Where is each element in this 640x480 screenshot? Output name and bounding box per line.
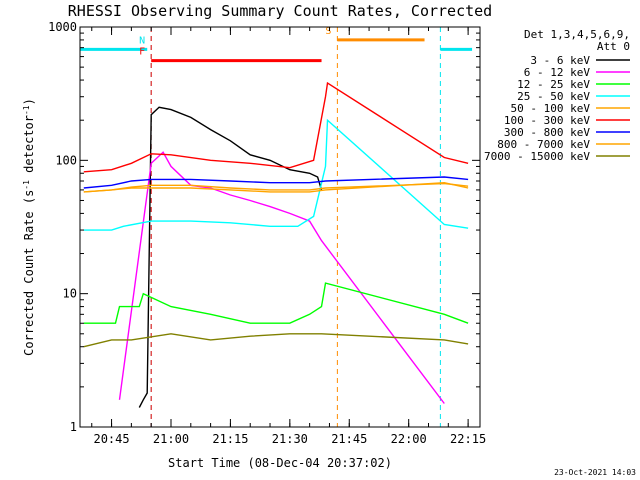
- legend-label-8: 7000 - 15000 keV: [484, 150, 590, 163]
- x-axis-label: Start Time (08-Dec-04 20:37:02): [168, 456, 392, 470]
- x-tick-label-0: 20:45: [93, 432, 129, 446]
- x-tick-label-2: 21:15: [212, 432, 248, 446]
- y-axis-label: Corrected Count Rate (s-1 detector-1): [22, 98, 37, 356]
- series-line-2: [83, 282, 469, 324]
- series-line-8: [83, 333, 469, 348]
- series-line-6: [83, 176, 469, 189]
- legend-label-0: 3 - 6 keV: [530, 54, 590, 67]
- series-line-1: [118, 151, 445, 404]
- generation-timestamp: 23-Oct-2021 14:03: [554, 468, 636, 477]
- legend-label-7: 800 - 7000 keV: [497, 138, 590, 151]
- x-tick-label-3: 21:30: [272, 432, 308, 446]
- chart-title: RHESSI Observing Summary Count Rates, Co…: [68, 2, 492, 20]
- flag-label-2: S: [325, 26, 331, 37]
- legend-header-line-2: Att 0: [597, 40, 630, 53]
- data-layer: NF S: [80, 26, 473, 427]
- y-tick-label-1: 10: [63, 287, 77, 301]
- y-tick-label-3: 1000: [48, 20, 77, 34]
- y-tick-label-2: 100: [55, 153, 77, 167]
- legend-header-line-1: Det 1,3,4,5,6,9,: [524, 28, 630, 41]
- series-line-3: [83, 118, 469, 231]
- axis-ticks: 1 10 100 1000 20:45 21:00 21:15 21:30 21:45 22:00…: [48, 20, 486, 446]
- y-axis-label-sup1: -1: [22, 180, 31, 190]
- legend-label-1: 6 - 12 keV: [524, 66, 591, 79]
- legend-label-5: 100 - 300 keV: [504, 114, 590, 127]
- y-axis-label-end: ): [22, 98, 36, 105]
- series-line-5: [83, 81, 469, 173]
- flag-label-0: N: [139, 35, 145, 46]
- y-axis-label-mid: detector: [22, 115, 36, 180]
- x-tick-label-1: 21:00: [153, 432, 189, 446]
- y-tick-label-0: 1: [70, 420, 77, 434]
- series-line-7: [83, 182, 469, 193]
- plot-frame: [79, 26, 481, 428]
- y-axis-label-sup2: -1: [22, 105, 31, 115]
- legend-label-4: 50 - 100 keV: [511, 102, 591, 115]
- y-axis-label-main: Corrected Count Rate (s: [22, 190, 36, 356]
- series-line-0: [138, 106, 323, 408]
- legend-label-6: 300 - 800 keV: [504, 126, 590, 139]
- x-tick-label-4: 21:45: [331, 432, 367, 446]
- flag-label-1: F: [139, 47, 145, 58]
- x-tick-label-5: 22:00: [391, 432, 427, 446]
- x-tick-label-6: 22:15: [450, 432, 486, 446]
- legend-label-2: 12 - 25 keV: [517, 78, 590, 91]
- legend-label-3: 25 - 50 keV: [517, 90, 590, 103]
